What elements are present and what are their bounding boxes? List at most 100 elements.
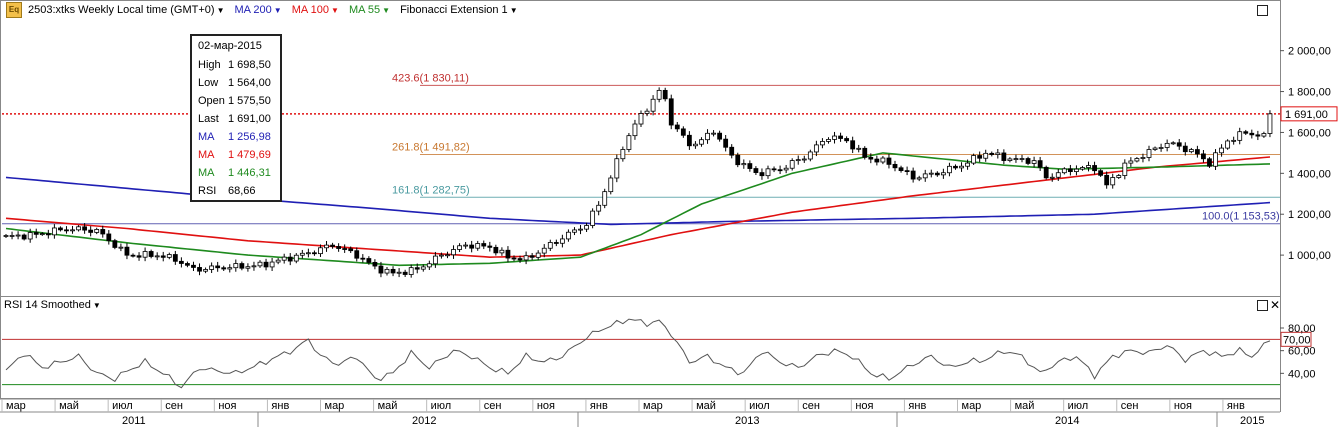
candle-body: [191, 264, 196, 268]
x-month-label: янв: [908, 400, 926, 412]
candle-body: [336, 246, 342, 249]
chevron-down-icon: ▼: [92, 301, 101, 310]
candle-body: [197, 267, 202, 272]
maximize-rsi-panel-icon[interactable]: [1257, 300, 1268, 311]
candle-body: [414, 267, 420, 270]
info-date: 02-мар-2015: [198, 40, 262, 52]
candle-body: [1007, 158, 1013, 161]
candle-body: [21, 234, 27, 240]
info-row: MA 1 446,31: [192, 164, 280, 182]
candle-body: [1098, 170, 1104, 176]
ma55-selector[interactable]: MA 55 ▼: [349, 4, 390, 16]
x-month-label: сен: [484, 400, 502, 412]
x-month-label: ноя: [218, 400, 236, 412]
info-value: 1 575,50: [228, 95, 271, 107]
candle-body: [396, 271, 402, 274]
maximize-price-panel-icon[interactable]: [1257, 5, 1268, 16]
x-year-label: 2011: [122, 415, 146, 427]
x-month-label: мар: [643, 400, 663, 412]
candle-body: [439, 254, 444, 257]
candle-body: [953, 165, 958, 169]
chevron-down-icon: ▼: [273, 5, 282, 15]
candle-body: [445, 254, 450, 257]
candle-body: [263, 261, 269, 268]
info-key: MA: [198, 131, 215, 143]
candle-body: [1110, 177, 1116, 186]
candle-body: [154, 255, 160, 258]
candle-body: [1025, 158, 1031, 164]
candle-body: [15, 234, 21, 237]
candle-body: [693, 143, 698, 147]
fib-label: Fibonacci Extension 1: [400, 4, 508, 16]
candle-body: [922, 173, 928, 179]
rsi-panel-title[interactable]: RSI 14 Smoothed ▼: [4, 299, 101, 311]
candle-body: [680, 128, 686, 136]
chart-toolbar: Eq 2503:xtks Weekly Local time (GMT+0) ▼…: [0, 0, 1280, 20]
rsi-panel-frame: [0, 296, 1281, 399]
candle-body: [432, 255, 438, 265]
candle-body: [3, 235, 9, 237]
info-row: High 1 698,50: [192, 56, 280, 74]
candle-body: [674, 124, 680, 130]
x-month-label: май: [696, 400, 716, 412]
ma200-selector[interactable]: MA 200 ▼: [234, 4, 281, 16]
candle-body: [1170, 142, 1176, 145]
candle-body: [257, 261, 263, 267]
candle-body: [1158, 147, 1164, 149]
fib-level-label: 100.0(1 153,53): [1202, 211, 1280, 223]
candle-body: [934, 172, 940, 176]
candle-body: [82, 226, 88, 231]
candle-body: [729, 146, 735, 156]
fib-selector[interactable]: Fibonacci Extension 1 ▼: [400, 4, 518, 16]
candle-body: [360, 257, 366, 260]
candle-body: [112, 240, 118, 248]
info-row: Open 1 575,50: [192, 92, 280, 110]
candle-body: [1225, 140, 1231, 149]
rsi-line: [5, 318, 1271, 389]
candle-body: [686, 134, 692, 147]
candle-body: [463, 244, 469, 247]
info-value: 1 691,00: [228, 113, 271, 125]
candle-body: [505, 249, 511, 259]
ma100-selector[interactable]: MA 100 ▼: [292, 4, 339, 16]
candle-body: [45, 233, 51, 236]
candle-body: [1201, 153, 1206, 160]
candle-body: [366, 258, 372, 263]
close-rsi-panel-icon[interactable]: ✕: [1270, 298, 1281, 312]
candle-body: [426, 263, 432, 268]
candle-body: [185, 263, 190, 266]
candle-body: [1031, 160, 1037, 164]
candle-body: [481, 243, 487, 247]
candle-body: [783, 167, 789, 171]
x-month-label: июл: [749, 400, 770, 412]
info-row: MA 1 479,69: [192, 146, 280, 164]
symbol-selector[interactable]: 2503:xtks Weekly Local time (GMT+0) ▼: [28, 4, 224, 16]
candle-body: [106, 233, 112, 242]
candle-body: [971, 155, 977, 164]
info-value: 1 446,31: [228, 167, 271, 179]
candle-body: [723, 138, 729, 148]
candle-body: [977, 155, 983, 159]
candle-body: [136, 255, 142, 258]
candle-body: [965, 162, 970, 167]
candle-body: [656, 89, 662, 100]
candle-body: [801, 158, 807, 161]
candle-body: [1086, 165, 1091, 168]
candle-body: [124, 246, 130, 256]
candle-body: [1207, 158, 1212, 167]
candle-body: [856, 147, 862, 150]
price-info-box: 02-мар-2015 High 1 698,50 Low 1 564,00 Open 1…: [190, 34, 282, 202]
fib-level-label: 261.8(1 491,82): [392, 142, 470, 154]
candle-body: [215, 265, 221, 269]
equity-icon[interactable]: Eq: [6, 2, 22, 18]
candle-body: [451, 249, 456, 256]
candle-body: [58, 227, 63, 231]
candle-body: [1213, 152, 1218, 167]
ma100-label: MA 100: [291, 4, 330, 16]
candle-body: [844, 138, 850, 142]
candle-body: [959, 165, 964, 169]
info-value: 1 564,00: [228, 77, 271, 89]
candle-body: [1182, 145, 1188, 153]
info-value: 1 479,69: [228, 149, 271, 161]
candle-body: [1176, 142, 1182, 147]
